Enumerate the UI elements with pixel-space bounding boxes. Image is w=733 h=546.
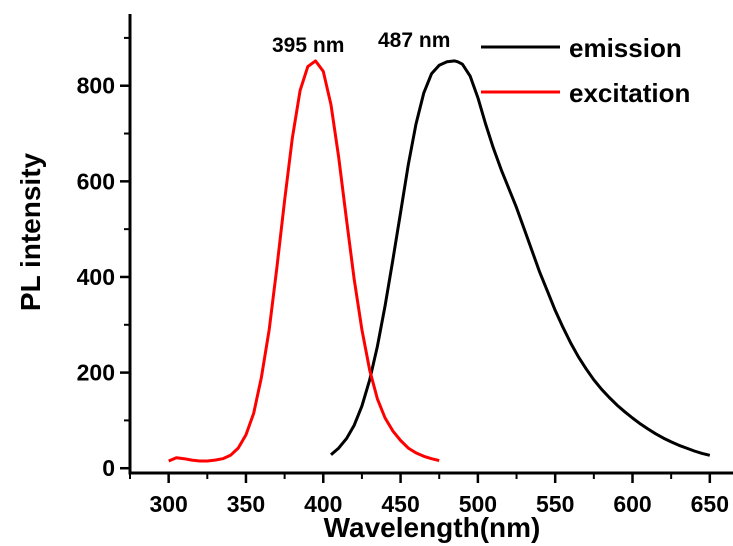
series-line-emission <box>330 59 711 457</box>
y-tick-label: 600 <box>77 168 115 194</box>
x-tick-label: 650 <box>691 491 729 517</box>
x-tick-label: 300 <box>149 491 187 517</box>
legend-label-excitation: excitation <box>569 78 690 108</box>
y-tick-label: 400 <box>77 264 115 290</box>
legend: emission excitation <box>481 33 690 108</box>
peak-annotation-excitation: 395 nm <box>272 34 344 57</box>
series-line-excitation <box>168 59 440 463</box>
peak-annotation-emission: 487 nm <box>378 29 450 52</box>
axes-layer: 300 350 400 450 500 550 600 650 0 200 400 600 800 <box>77 14 733 517</box>
x-axis-title: Wavelength(nm) <box>324 512 541 543</box>
x-tick-label: 500 <box>459 491 497 517</box>
annotation-layer: 395 nm 487 nm <box>272 29 450 57</box>
y-axis-title: PL intensity <box>15 152 46 311</box>
legend-label-emission: emission <box>569 33 682 63</box>
x-tick-label: 550 <box>536 491 574 517</box>
x-tick-label: 350 <box>227 491 265 517</box>
x-tick-label: 400 <box>304 491 342 517</box>
x-tick-label: 600 <box>613 491 651 517</box>
x-tick-label: 450 <box>381 491 419 517</box>
y-tick-label: 200 <box>77 360 115 386</box>
y-tick-label: 800 <box>77 73 115 99</box>
series-layer <box>168 59 711 463</box>
y-tick-label: 0 <box>102 455 115 481</box>
